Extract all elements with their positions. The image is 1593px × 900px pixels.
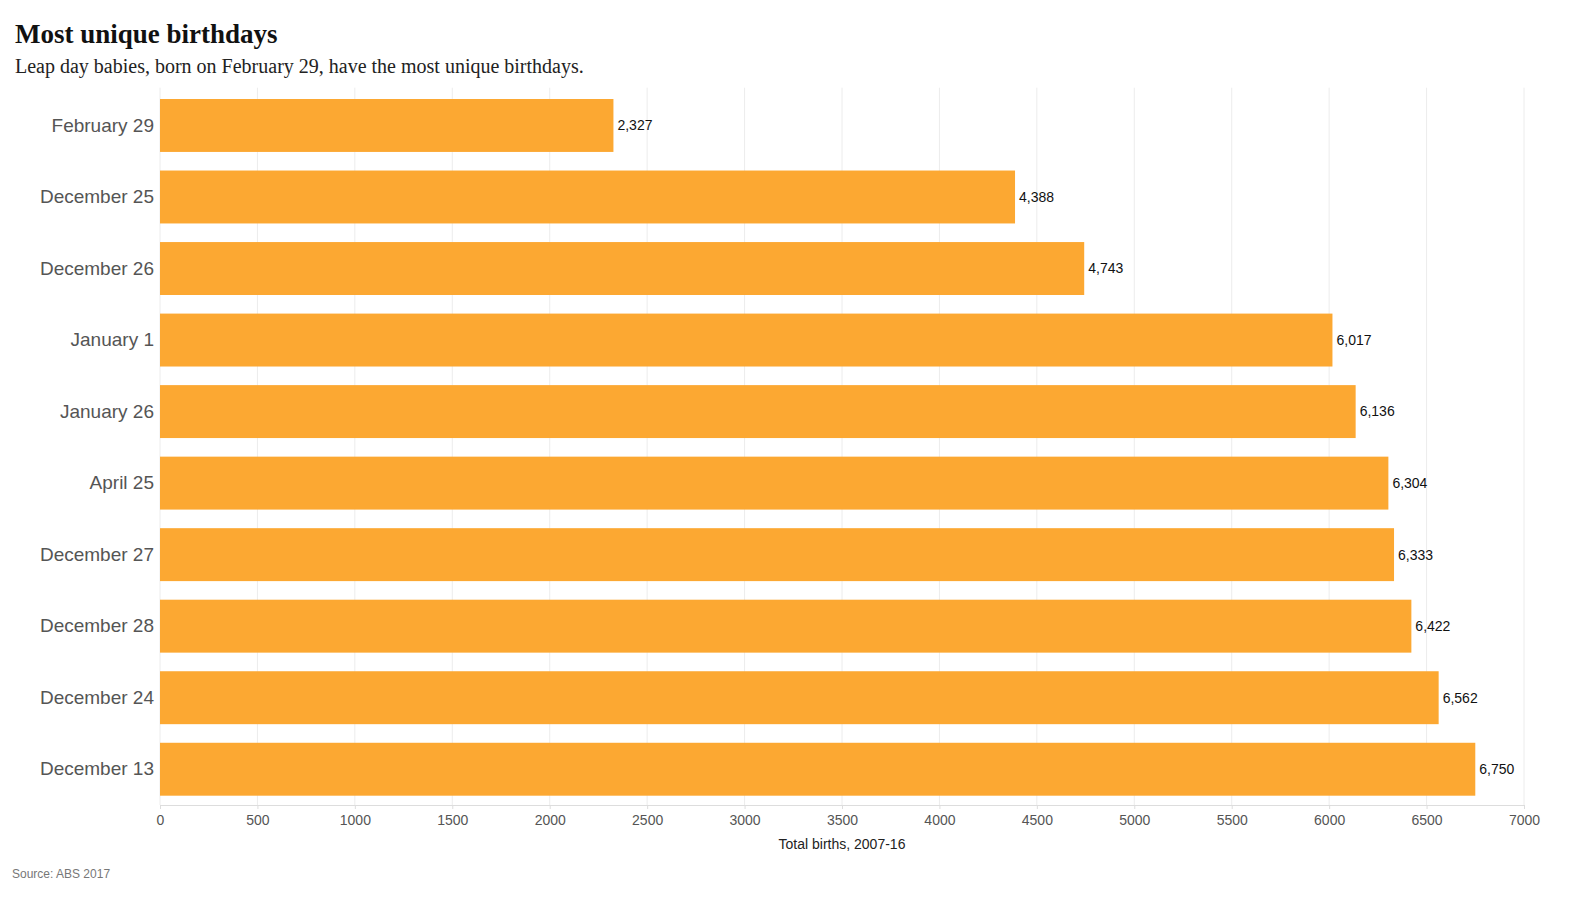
x-tick-mark [1134, 805, 1135, 809]
x-tick: 5000 [1119, 805, 1150, 828]
y-tick: January 26 [60, 401, 154, 422]
data-label: 6,017 [1336, 332, 1371, 348]
source: Source: ABS 2017 [12, 867, 110, 881]
y-tick-label: February 29 [52, 115, 154, 136]
x-axis-title: Total births, 2007-16 [779, 836, 906, 852]
x-tick-mark [939, 805, 940, 809]
y-tick: April 25 [90, 472, 154, 493]
x-tick: 500 [246, 805, 270, 828]
data-label: 6,562 [1443, 690, 1478, 706]
y-tick: January 1 [71, 329, 154, 350]
x-tick-label: 2000 [535, 812, 566, 828]
bar [160, 743, 1475, 796]
x-tick: 5500 [1217, 805, 1248, 828]
x-tick-label: 0 [157, 812, 165, 828]
y-tick-label: December 13 [40, 758, 154, 779]
data-label: 6,304 [1392, 475, 1427, 491]
x-tick-label: 2500 [632, 812, 663, 828]
y-tick-label: January 26 [60, 401, 154, 422]
x-tick-label: 5500 [1217, 812, 1248, 828]
y-tick: December 27 [40, 544, 154, 565]
y-tick-label: December 28 [40, 615, 154, 636]
x-tick-mark [257, 805, 258, 809]
x-tick-mark [842, 805, 843, 809]
y-tick: December 28 [40, 615, 154, 636]
x-tick-label: 3000 [729, 812, 760, 828]
x-tick-label: 6500 [1411, 812, 1442, 828]
x-tick-label: 4500 [1022, 812, 1053, 828]
y-tick: December 13 [40, 758, 154, 779]
x-tick-label: 1500 [437, 812, 468, 828]
x-tick: 0 [157, 805, 165, 828]
x-tick: 3000 [729, 805, 760, 828]
x-tick-mark [355, 805, 356, 809]
subtitle: Leap day babies, born on February 29, ha… [15, 55, 584, 78]
bar [160, 314, 1332, 367]
x-axis-line [161, 806, 1525, 810]
x-tick: 2500 [632, 805, 663, 828]
chart: Most unique birthdays Leap day babies, bo… [0, 0, 1593, 900]
x-tick: 1000 [340, 805, 371, 828]
x-tick-label: 4000 [924, 812, 955, 828]
x-tick: 6000 [1314, 805, 1345, 828]
x-tick-label: 3500 [827, 812, 858, 828]
x-tick-mark [452, 805, 453, 809]
x-axis: 0 500 1000 1500 2000 2500 3000 3500 4000 4500 5000… [157, 805, 1541, 828]
x-tick-mark [1427, 805, 1428, 809]
bar [160, 457, 1388, 510]
x-tick: 4500 [1022, 805, 1053, 828]
y-tick-label: December 25 [40, 186, 154, 207]
x-tick-mark [647, 805, 648, 809]
y-tick-label: January 1 [71, 329, 154, 350]
data-label: 2,327 [617, 117, 652, 133]
data-label: 6,136 [1360, 403, 1395, 419]
bar [160, 671, 1439, 724]
x-tick-mark [1232, 805, 1233, 809]
x-tick-mark [1524, 805, 1525, 809]
bars [160, 99, 1475, 796]
data-labels: 2,327 4,388 4,743 6,017 6,136 6,304 6,333 6,422… [617, 117, 1514, 777]
y-tick: February 29 [52, 115, 154, 136]
y-tick: December 24 [40, 687, 154, 708]
bar [160, 171, 1015, 224]
bar [160, 99, 613, 152]
x-tick: 4000 [924, 805, 955, 828]
x-tick-label: 500 [246, 812, 270, 828]
x-tick-label: 5000 [1119, 812, 1150, 828]
grid [160, 88, 1524, 805]
y-axis: February 29 December 25 December 26 January… [40, 115, 154, 780]
x-tick-label: 6000 [1314, 812, 1345, 828]
y-tick-label: December 24 [40, 687, 154, 708]
bar [160, 242, 1084, 295]
x-tick: 2000 [535, 805, 566, 828]
data-label: 6,333 [1398, 547, 1433, 563]
title: Most unique birthdays [15, 19, 278, 49]
x-tick-mark [1329, 805, 1330, 809]
x-tick: 7000 [1509, 805, 1540, 828]
data-label: 6,750 [1479, 761, 1514, 777]
y-tick-label: April 25 [90, 472, 154, 493]
bar [160, 528, 1394, 581]
y-tick-label: December 27 [40, 544, 154, 565]
bar [160, 600, 1411, 653]
y-tick: December 26 [40, 258, 154, 279]
data-label: 4,743 [1088, 260, 1123, 276]
x-tick-mark [550, 805, 551, 809]
x-tick: 6500 [1411, 805, 1442, 828]
x-tick-mark [160, 805, 161, 809]
y-tick: December 25 [40, 186, 154, 207]
x-tick-label: 1000 [340, 812, 371, 828]
grid-line [1524, 88, 1525, 805]
data-label: 4,388 [1019, 189, 1054, 205]
data-label: 6,422 [1415, 618, 1450, 634]
x-tick: 3500 [827, 805, 858, 828]
x-tick-mark [745, 805, 746, 809]
y-tick-label: December 26 [40, 258, 154, 279]
x-tick-mark [1037, 805, 1038, 809]
x-tick: 1500 [437, 805, 468, 828]
x-tick-label: 7000 [1509, 812, 1540, 828]
bar [160, 385, 1356, 438]
